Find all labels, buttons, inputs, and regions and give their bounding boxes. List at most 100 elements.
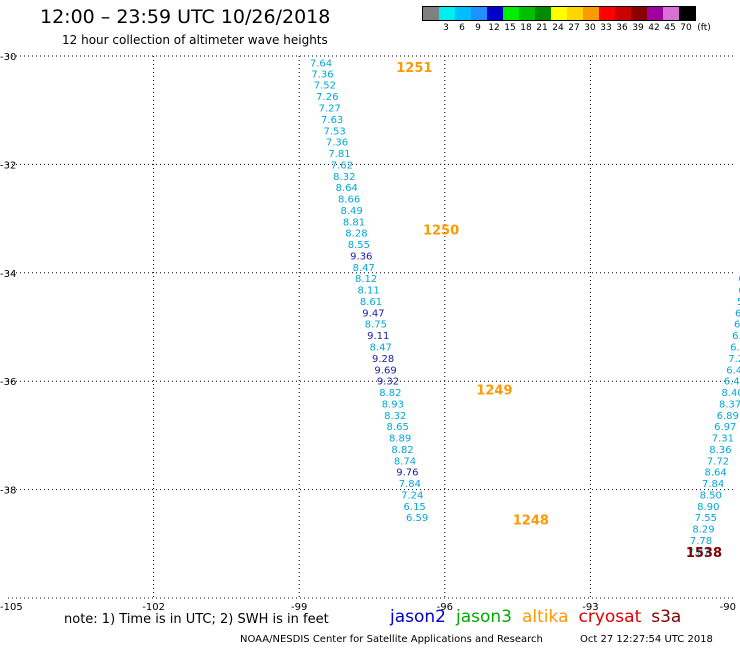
wave-height-value: 9.28: [372, 354, 394, 365]
color-swatch: [583, 7, 599, 20]
lat-lon-grid: [8, 55, 736, 599]
wave-height-value: 7.21: [728, 354, 740, 365]
wave-height-value: 8.32: [333, 172, 355, 183]
color-scale-labels: 3 6 9 12 15 18 21 24 27 30 33 36 39 42 45 70 (ft): [422, 23, 711, 35]
legend-entry-jason3: jason3: [456, 607, 512, 627]
pass-time-label: 1251: [396, 61, 432, 76]
pass-time-label: 1249: [476, 383, 512, 398]
wave-height-value: 7.55: [695, 513, 717, 524]
wave-height-value: 7.31: [712, 434, 734, 445]
wave-height-value: 8.93: [382, 399, 404, 410]
wave-height-value: 6.89: [717, 411, 739, 422]
wave-height-value: 9.47: [362, 308, 384, 319]
color-swatch: [423, 7, 439, 20]
color-swatch: [439, 7, 455, 20]
wave-height-value: 7.81: [328, 149, 350, 160]
color-scale-tick: 36: [616, 23, 628, 33]
color-scale-tick: 45: [664, 23, 676, 33]
wave-height-value: 8.29: [692, 525, 714, 536]
color-scale-tick: 18: [520, 23, 532, 33]
wave-height-value: 7.87: [687, 547, 709, 558]
wave-height-value: 7.84: [399, 479, 421, 490]
color-swatch: [647, 7, 663, 20]
wave-height-value: 7.72: [707, 456, 729, 467]
latitude-tick-label: -38: [0, 486, 16, 497]
latitude-tick-label: -34: [0, 269, 16, 280]
color-swatch: [503, 7, 519, 20]
map-subtitle: 12 hour collection of altimeter wave hei…: [62, 33, 328, 47]
wave-height-value: 7.36: [326, 138, 348, 149]
wave-height-value: 8.55: [348, 240, 370, 251]
wave-height-value: 8.65: [387, 422, 409, 433]
color-scale-tick: 6: [459, 23, 465, 33]
color-swatch: [455, 7, 471, 20]
color-scale-tick: 24: [552, 23, 564, 33]
wave-height-value: 9.69: [374, 365, 396, 376]
wave-height-value: 8.74: [394, 456, 416, 467]
credit-line: NOAA/NESDIS Center for Satellite Applica…: [240, 634, 543, 645]
color-swatch: [679, 7, 695, 20]
color-scale-legend: 3 6 9 12 15 18 21 24 27 30 33 36 39 42 45 70 (ft): [422, 6, 711, 35]
wave-height-value: 7.84: [702, 479, 724, 490]
wave-height-value: 6.59: [406, 513, 428, 524]
wave-height-value: 8.47: [370, 343, 392, 354]
wave-height-value: 7.24: [401, 490, 423, 501]
color-scale-tick: 70: [680, 23, 692, 33]
pass-time-labels: 1251 1250 1249 1248 1538: [396, 61, 722, 561]
wave-height-value: 8.90: [697, 502, 719, 513]
wave-height-value: 8.89: [389, 434, 411, 445]
wave-height-value: 7.62: [331, 160, 353, 171]
longitude-tick-label: -99: [291, 602, 307, 613]
wave-height-value: 6.84: [730, 343, 740, 354]
color-scale-tick: 27: [568, 23, 580, 33]
wave-height-value: 7.27: [319, 103, 341, 114]
latitude-tick-label: -36: [0, 377, 16, 388]
wave-height-value: 9.36: [350, 251, 372, 262]
color-swatch: [599, 7, 615, 20]
color-scale-tick: 3: [443, 23, 449, 33]
color-scale-tick: 33: [600, 23, 612, 33]
color-swatch: [567, 7, 583, 20]
wave-height-value: 8.32: [384, 411, 406, 422]
color-scale-tick: 42: [648, 23, 660, 33]
wave-height-value: 8.64: [336, 183, 358, 194]
altimeter-track-east: 665.6.06.96.296.847.216.406.448.408.376.…: [687, 274, 740, 558]
map-title: 12:00 – 23:59 UTC 10/26/2018: [40, 6, 331, 28]
units-note: note: 1) Time is in UTC; 2) SWH is in fe…: [64, 612, 329, 627]
color-scale-swatches: [422, 6, 696, 21]
wave-height-value: 6.97: [714, 422, 736, 433]
wave-height-value: 8.82: [379, 388, 401, 399]
wave-height-value: 8.37: [719, 399, 740, 410]
pass-time-label: 1538: [686, 546, 722, 561]
color-scale-tick: 39: [632, 23, 644, 33]
legend-entry-s3a: s3a: [651, 607, 682, 627]
wave-height-value: 6.9: [734, 320, 740, 331]
wave-height-value: 8.11: [357, 286, 379, 297]
wave-height-value: 7.64: [310, 59, 332, 70]
satellite-legend: jason2 jason3 altika cryosat s3a: [390, 607, 681, 627]
color-swatch: [551, 7, 567, 20]
wave-height-value: 8.36: [709, 445, 731, 456]
color-swatch: [487, 7, 503, 20]
legend-entry-cryosat: cryosat: [578, 607, 642, 627]
wave-height-value: 8.81: [343, 217, 365, 228]
latitude-tick-label: -32: [0, 160, 16, 171]
color-swatch: [631, 7, 647, 20]
longitude-tick-label: -90: [720, 602, 736, 613]
color-swatch: [615, 7, 631, 20]
color-swatch: [471, 7, 487, 20]
color-swatch: [535, 7, 551, 20]
wave-height-value: 8.66: [338, 195, 360, 206]
wave-height-value: 8.49: [340, 206, 362, 217]
wave-height-value: 8.28: [345, 229, 367, 240]
longitude-tick-label: -102: [142, 602, 165, 613]
pass-time-label: 1250: [423, 223, 459, 238]
wave-height-value: 7.63: [321, 115, 343, 126]
wave-height-value: 7.53: [323, 126, 345, 137]
wave-height-value: 6.29: [732, 331, 740, 342]
longitude-tick-label: -96: [437, 602, 453, 613]
wave-height-value: 8.75: [365, 320, 387, 331]
color-scale-tick: 30: [584, 23, 596, 33]
color-swatch: [663, 7, 679, 20]
